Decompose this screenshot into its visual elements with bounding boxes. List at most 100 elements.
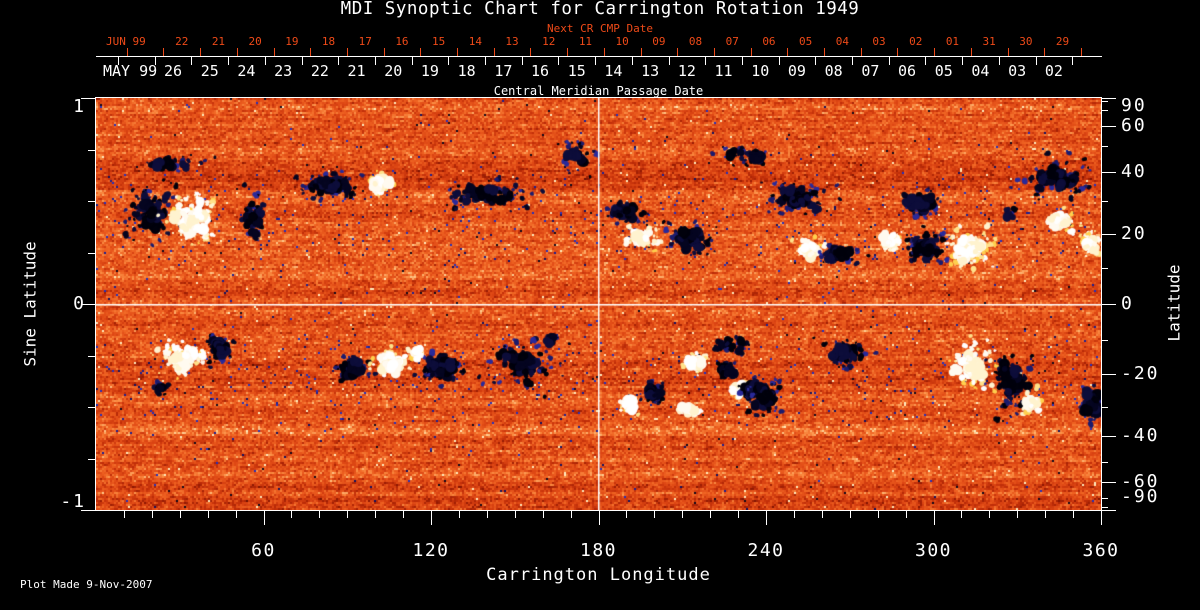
cmp-date-label: 09 bbox=[787, 62, 806, 80]
next-date-label: 02 bbox=[909, 35, 923, 48]
next-date-tick bbox=[970, 48, 972, 56]
longitude-minor-tick bbox=[570, 510, 572, 518]
longitude-label: 120 bbox=[412, 540, 450, 561]
next-cr-cmp-date-label: Next CR CMP Date bbox=[547, 22, 653, 35]
latitude-label: 20 bbox=[1121, 222, 1147, 244]
longitude-minor-tick bbox=[207, 510, 209, 518]
latitude-label: 90 bbox=[1121, 95, 1147, 116]
cmp-date-label: 21 bbox=[347, 62, 366, 80]
next-date-label: 21 bbox=[211, 35, 226, 48]
longitude-minor-tick bbox=[319, 510, 321, 518]
next-date-tick bbox=[310, 48, 312, 56]
latitude-tick bbox=[1101, 125, 1116, 127]
next-date-label: 07 bbox=[725, 35, 739, 48]
latitude-minor-tick bbox=[1101, 201, 1108, 202]
cmp-date-tick bbox=[154, 57, 156, 65]
cmp-date-label: 12 bbox=[677, 62, 696, 80]
cmp-date-label: 03 bbox=[1008, 62, 1027, 80]
cmp-date-tick bbox=[1035, 57, 1037, 65]
page-title: MDI Synoptic Chart for Carrington Rotati… bbox=[340, 0, 860, 19]
sine-latitude-minor-tick bbox=[88, 407, 96, 408]
next-date-tick bbox=[163, 48, 165, 56]
next-date-tick bbox=[713, 48, 715, 56]
cmp-date-label: 13 bbox=[641, 62, 660, 80]
cmp-date-label: 17 bbox=[494, 62, 513, 80]
cmp-date-tick bbox=[448, 57, 450, 65]
longitude-tick bbox=[431, 510, 432, 525]
longitude-label: 60 bbox=[251, 540, 276, 561]
cmp-date-label: 10 bbox=[751, 62, 770, 80]
longitude-minor-tick bbox=[682, 510, 684, 518]
next-date-tick bbox=[567, 48, 569, 56]
next-date-label: 15 bbox=[432, 35, 446, 48]
magnetogram-image bbox=[96, 98, 1101, 510]
longitude-minor-tick bbox=[347, 510, 349, 518]
cmp-date-label: 22 bbox=[310, 62, 329, 80]
next-date-tick bbox=[897, 48, 899, 56]
next-date-label: 09 bbox=[652, 35, 666, 48]
latitude-label: -60 bbox=[1121, 471, 1160, 493]
longitude-minor-tick bbox=[542, 510, 544, 518]
next-date-tick bbox=[457, 48, 458, 56]
latitude-minor-tick bbox=[1101, 339, 1108, 341]
sine-latitude-minor-tick bbox=[88, 201, 96, 202]
cmp-date-label: 08 bbox=[824, 62, 843, 80]
latitude-minor-tick bbox=[1101, 461, 1108, 463]
longitude-minor-tick bbox=[235, 510, 237, 518]
cmp-date-tick bbox=[191, 57, 193, 65]
longitude-minor-tick bbox=[793, 510, 795, 518]
cmp-date-tick bbox=[668, 57, 670, 65]
cmp-date-tick bbox=[374, 57, 376, 65]
longitude-minor-tick bbox=[877, 510, 879, 518]
plot-made-note: Plot Made 9-Nov-2007 bbox=[20, 578, 153, 591]
cmp-date-label: 06 bbox=[898, 62, 917, 80]
next-date-tick bbox=[934, 48, 936, 56]
next-date-tick bbox=[603, 48, 605, 56]
longitude-minor-tick bbox=[1017, 510, 1019, 518]
sine-latitude-tick bbox=[81, 304, 96, 305]
latitude-tick bbox=[1101, 233, 1116, 235]
cmp-date-tick bbox=[998, 57, 1000, 65]
latitude-tick bbox=[1101, 98, 1116, 99]
cmp-date-tick bbox=[741, 57, 743, 65]
x-axis-title: Carrington Longitude bbox=[486, 565, 711, 585]
latitude-minor-tick bbox=[1101, 407, 1108, 408]
next-date-label: 12 bbox=[542, 35, 556, 48]
cmp-date-tick bbox=[558, 57, 560, 65]
longitude-minor-tick bbox=[654, 510, 656, 518]
cmp-date-label: 24 bbox=[237, 62, 256, 80]
longitude-minor-tick bbox=[123, 510, 125, 518]
longitude-minor-tick bbox=[989, 510, 991, 518]
next-date-label: 29 bbox=[1055, 35, 1070, 48]
latitude-minor-tick bbox=[1101, 506, 1108, 508]
longitude-minor-tick bbox=[458, 510, 460, 518]
cmp-date-tick bbox=[925, 57, 927, 65]
next-date-tick bbox=[236, 48, 238, 56]
sine-latitude-tick bbox=[81, 98, 96, 99]
longitude-minor-tick bbox=[738, 510, 740, 518]
next-date-tick bbox=[200, 48, 202, 56]
next-date-tick bbox=[677, 48, 679, 56]
longitude-tick bbox=[1101, 510, 1102, 525]
cmp-date-tick bbox=[264, 57, 266, 65]
next-date-tick bbox=[860, 48, 862, 56]
next-date-tick bbox=[787, 48, 789, 56]
cmp-date-tick bbox=[778, 57, 780, 65]
next-date-tick bbox=[273, 48, 275, 56]
latitude-tick bbox=[1101, 374, 1116, 376]
latitude-tick bbox=[1101, 436, 1116, 438]
cmp-date-tick bbox=[1072, 57, 1074, 65]
longitude-minor-tick bbox=[403, 510, 405, 518]
cmp-date-label: 05 bbox=[934, 62, 953, 80]
longitude-label: 240 bbox=[747, 540, 785, 561]
cmp-date-tick bbox=[852, 57, 853, 65]
next-date-tick bbox=[126, 48, 128, 56]
longitude-tick bbox=[933, 510, 935, 525]
next-date-label: 03 bbox=[872, 35, 886, 48]
next-date-tick bbox=[640, 48, 642, 56]
next-date-tick bbox=[824, 48, 825, 56]
cmp-date-label: 14 bbox=[604, 62, 623, 80]
latitude-label: -90 bbox=[1121, 486, 1160, 507]
cmp-date-label: 07 bbox=[861, 62, 880, 80]
